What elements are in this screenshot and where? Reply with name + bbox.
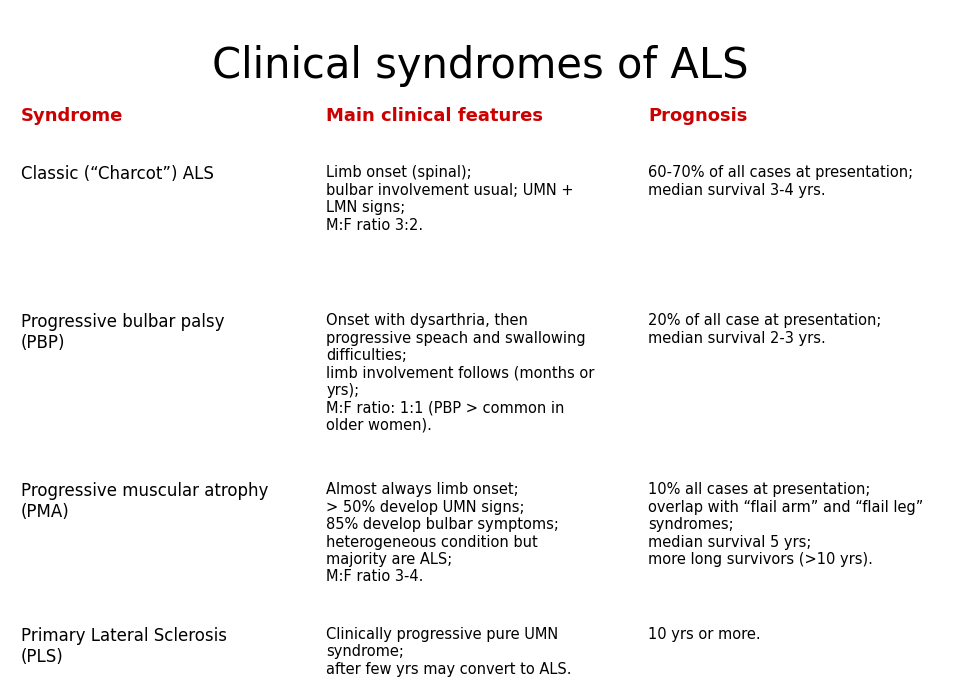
- Text: 10% all cases at presentation;
overlap with “flail arm” and “flail leg”
syndrome: 10% all cases at presentation; overlap w…: [648, 482, 924, 567]
- Text: Progressive bulbar palsy
(PBP): Progressive bulbar palsy (PBP): [21, 313, 225, 352]
- Text: Limb onset (spinal);
bulbar involvement usual; UMN +
LMN signs;
M:F ratio 3:2.: Limb onset (spinal); bulbar involvement …: [326, 165, 574, 233]
- Text: Classic (“Charcot”) ALS: Classic (“Charcot”) ALS: [21, 165, 214, 183]
- Text: 10 yrs or more.: 10 yrs or more.: [648, 627, 760, 642]
- Text: Clinical syndromes of ALS: Clinical syndromes of ALS: [212, 45, 748, 87]
- Text: Progressive muscular atrophy
(PMA): Progressive muscular atrophy (PMA): [21, 482, 269, 521]
- Text: 60-70% of all cases at presentation;
median survival 3-4 yrs.: 60-70% of all cases at presentation; med…: [648, 165, 913, 198]
- Text: 20% of all case at presentation;
median survival 2-3 yrs.: 20% of all case at presentation; median …: [648, 313, 881, 346]
- Text: Main clinical features: Main clinical features: [326, 107, 543, 125]
- Text: Onset with dysarthria, then
progressive speach and swallowing
difficulties;
limb: Onset with dysarthria, then progressive …: [326, 313, 595, 433]
- Text: Syndrome: Syndrome: [21, 107, 124, 125]
- Text: Almost always limb onset;
> 50% develop UMN signs;
85% develop bulbar symptoms;
: Almost always limb onset; > 50% develop …: [326, 482, 560, 584]
- Text: Prognosis: Prognosis: [648, 107, 748, 125]
- Text: Primary Lateral Sclerosis
(PLS): Primary Lateral Sclerosis (PLS): [21, 627, 228, 666]
- Text: Clinically progressive pure UMN
syndrome;
after few yrs may convert to ALS.: Clinically progressive pure UMN syndrome…: [326, 627, 572, 677]
